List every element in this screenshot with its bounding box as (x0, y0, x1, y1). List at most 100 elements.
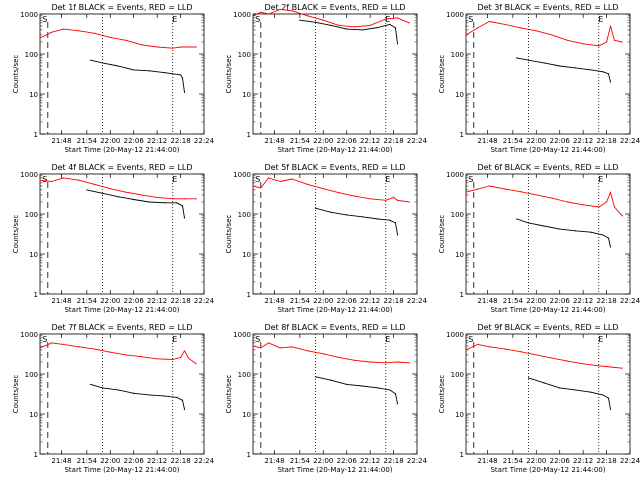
lld-data-point (140, 356, 143, 358)
lld-data-point (369, 361, 371, 363)
lld-data-point (598, 206, 600, 208)
chart-panel-5: Det 5f BLACK = Events, RED = LLD 1 10 100 10… (225, 163, 428, 314)
events-data-point (148, 70, 150, 72)
chart-panel-8: Det 8f BLACK = Events, RED = LLD 1 10 100 10… (225, 323, 428, 474)
x-tick-label: 22:12 (147, 137, 167, 145)
start-marker-label: S (42, 335, 47, 344)
lld-data-point (566, 39, 569, 41)
y-tick-label: 1000 (446, 11, 464, 19)
plot-frame (465, 173, 631, 295)
lld-data-point (195, 198, 197, 200)
panel-title: Det 1f BLACK = Events, RED = LLD (51, 3, 192, 12)
chart-panel-7: Det 7f BLACK = Events, RED = LLD 1 10 100 10… (12, 323, 215, 474)
end-marker-label: E (172, 335, 177, 344)
plot-frame (252, 13, 418, 135)
lld-data-point (598, 365, 600, 367)
events-data-point (377, 387, 379, 389)
x-tick-label: 21:54 (503, 457, 524, 465)
lld-data-point (125, 191, 127, 193)
events-data-point (299, 19, 301, 21)
events-data-point (602, 394, 604, 396)
lld-data-point (396, 199, 399, 201)
events-data-point (574, 230, 576, 232)
events-data-point (314, 207, 317, 209)
events-data-point (574, 67, 576, 69)
x-axis-label: Start Time (20-May-12 21:44:00) (490, 306, 605, 314)
x-tick-label: 22:18 (383, 137, 403, 145)
lld-data-point (51, 180, 53, 183)
lld-data-point (504, 188, 506, 190)
y-tick-label: 1000 (20, 171, 38, 179)
x-tick-label: 21:54 (290, 457, 311, 465)
lld-data-point (488, 20, 491, 23)
lld-data-point (291, 346, 293, 348)
y-tick-label: 10 (455, 91, 464, 99)
x-tick-label: 22:18 (596, 297, 616, 305)
lld-series-line (465, 185, 623, 217)
y-tick-label: 100 (238, 371, 251, 379)
events-data-point (396, 43, 399, 45)
chart-panel-1: Det 1f BLACK = Events, RED = LLD 1 10 100 10… (12, 3, 215, 154)
lld-data-point (520, 27, 522, 29)
y-tick-label: 1 (247, 291, 251, 299)
events-data-point (602, 234, 604, 236)
events-data-point (90, 59, 92, 61)
lld-data-point (156, 196, 158, 199)
lld-data-point (187, 357, 189, 359)
events-data-point (346, 383, 348, 385)
plot-frame (252, 173, 418, 295)
lld-series-line (252, 177, 410, 203)
lld-data-point (172, 47, 174, 49)
x-tick-label: 22:12 (360, 297, 380, 305)
x-tick-label: 22:12 (360, 137, 380, 145)
lld-data-point (621, 41, 623, 43)
x-tick-label: 22:24 (407, 457, 428, 465)
lld-data-point (338, 356, 340, 359)
lld-data-point (465, 191, 467, 193)
y-tick-label: 10 (242, 91, 251, 99)
x-tick-label: 22:24 (407, 297, 428, 305)
lld-data-point (39, 179, 41, 181)
end-marker-label: E (598, 175, 603, 184)
events-series-line (315, 376, 398, 404)
x-tick-label: 22:18 (596, 137, 616, 145)
events-data-point (181, 77, 184, 79)
lld-data-point (488, 346, 491, 348)
y-tick-label: 1 (460, 451, 464, 459)
lld-data-point (183, 198, 186, 200)
events-data-point (559, 387, 561, 389)
y-tick-label: 1 (460, 291, 464, 299)
lld-data-point (504, 23, 506, 25)
panel-title: Det 4f BLACK = Events, RED = LLD (51, 163, 192, 172)
x-axis-label: Start Time (20-May-12 21:44:00) (277, 466, 392, 474)
x-tick-label: 22:24 (194, 137, 215, 145)
lld-data-point (78, 346, 80, 348)
lld-data-point (94, 183, 96, 185)
lld-data-point (605, 41, 608, 43)
y-tick-label: 1000 (233, 11, 251, 19)
lld-data-point (307, 183, 309, 185)
events-series-line (516, 218, 611, 248)
end-marker-label: E (172, 15, 177, 24)
lld-data-point (535, 354, 537, 356)
lld-data-point (385, 18, 387, 20)
x-tick-label: 21:48 (264, 137, 284, 145)
events-series-line (315, 207, 398, 235)
start-marker-label: S (468, 335, 473, 344)
y-tick-label: 10 (242, 251, 251, 259)
lld-data-point (94, 348, 96, 350)
x-tick-label: 22:06 (337, 137, 358, 145)
x-tick-label: 21:54 (503, 297, 524, 305)
lld-data-point (408, 362, 410, 364)
lld-data-point (609, 25, 612, 27)
x-tick-label: 22:06 (550, 457, 571, 465)
lld-data-point (252, 345, 254, 347)
lld-data-point (477, 343, 479, 345)
events-data-point (183, 217, 186, 219)
events-data-point (330, 379, 332, 381)
y-axis-label: Counts/sec (225, 55, 233, 94)
x-tick-label: 22:00 (313, 457, 333, 465)
lld-data-point (179, 356, 182, 359)
x-tick-label: 22:18 (170, 137, 190, 145)
y-tick-label: 100 (451, 51, 464, 59)
